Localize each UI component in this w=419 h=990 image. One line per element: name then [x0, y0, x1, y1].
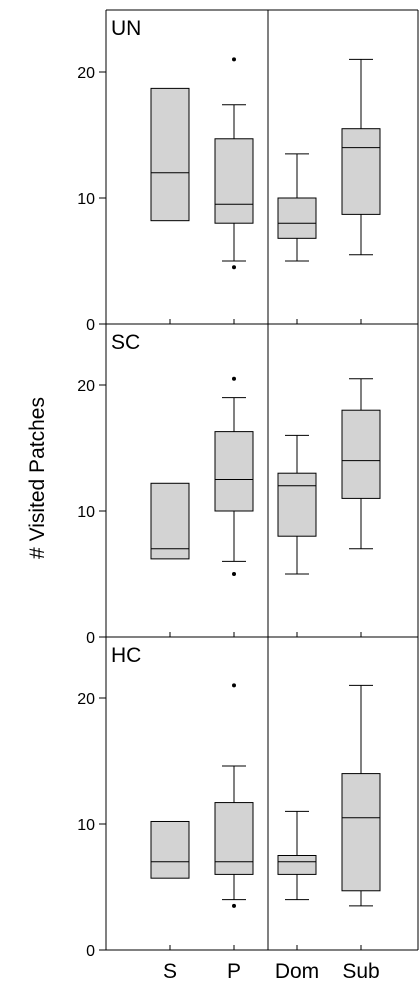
box-p [214, 57, 254, 270]
outlier-point [232, 683, 236, 688]
box-iqr [341, 128, 381, 215]
box-dom [277, 434, 317, 575]
box-iqr [277, 197, 317, 239]
y-tick-label: 20 [77, 65, 95, 82]
outlier-point [232, 57, 236, 62]
x-tick-label: P [227, 960, 241, 983]
panel-label: SC [111, 331, 140, 354]
box-sub [341, 378, 381, 550]
box-iqr [277, 472, 317, 537]
x-tick-label: Sub [342, 960, 379, 983]
box-iqr [214, 802, 254, 875]
box-s [150, 87, 190, 222]
box-dom [277, 153, 317, 262]
x-tick-label: S [163, 960, 177, 983]
box-sub [341, 684, 381, 907]
outlier-point [232, 265, 236, 270]
y-axis-label: # Visited Patches [26, 397, 49, 559]
box-s [150, 820, 190, 879]
box-iqr [341, 773, 381, 892]
x-tick-label: Dom [275, 960, 319, 983]
y-tick-label: 20 [77, 378, 95, 395]
box-iqr [341, 409, 381, 499]
box-p [214, 376, 254, 576]
box-iqr [277, 855, 317, 875]
box-s [150, 482, 190, 560]
box-dom [277, 810, 317, 901]
y-tick-label: 10 [77, 817, 95, 834]
y-tick-label: 10 [77, 504, 95, 521]
y-tick-label: 0 [86, 943, 95, 960]
box-p [214, 683, 254, 908]
box-iqr [150, 87, 190, 222]
y-tick-label: 0 [86, 317, 95, 334]
box-iqr [214, 431, 254, 512]
panel-sc: SC 0 10 20 [77, 331, 418, 647]
outlier-point [232, 376, 236, 381]
box-iqr [150, 482, 190, 560]
panel-un: UN 0 10 20 [77, 17, 418, 334]
box-iqr [214, 138, 254, 224]
y-tick-label: 10 [77, 191, 95, 208]
outlier-point [232, 903, 236, 908]
y-tick-label: 20 [77, 691, 95, 708]
box-sub [341, 58, 381, 256]
panel-label: UN [111, 17, 141, 40]
outlier-point [232, 572, 236, 576]
y-tick-label: 0 [86, 630, 95, 647]
panel-hc: HC 0 10 20 [77, 644, 418, 960]
box-iqr [150, 820, 190, 879]
panel-label: HC [111, 644, 141, 667]
